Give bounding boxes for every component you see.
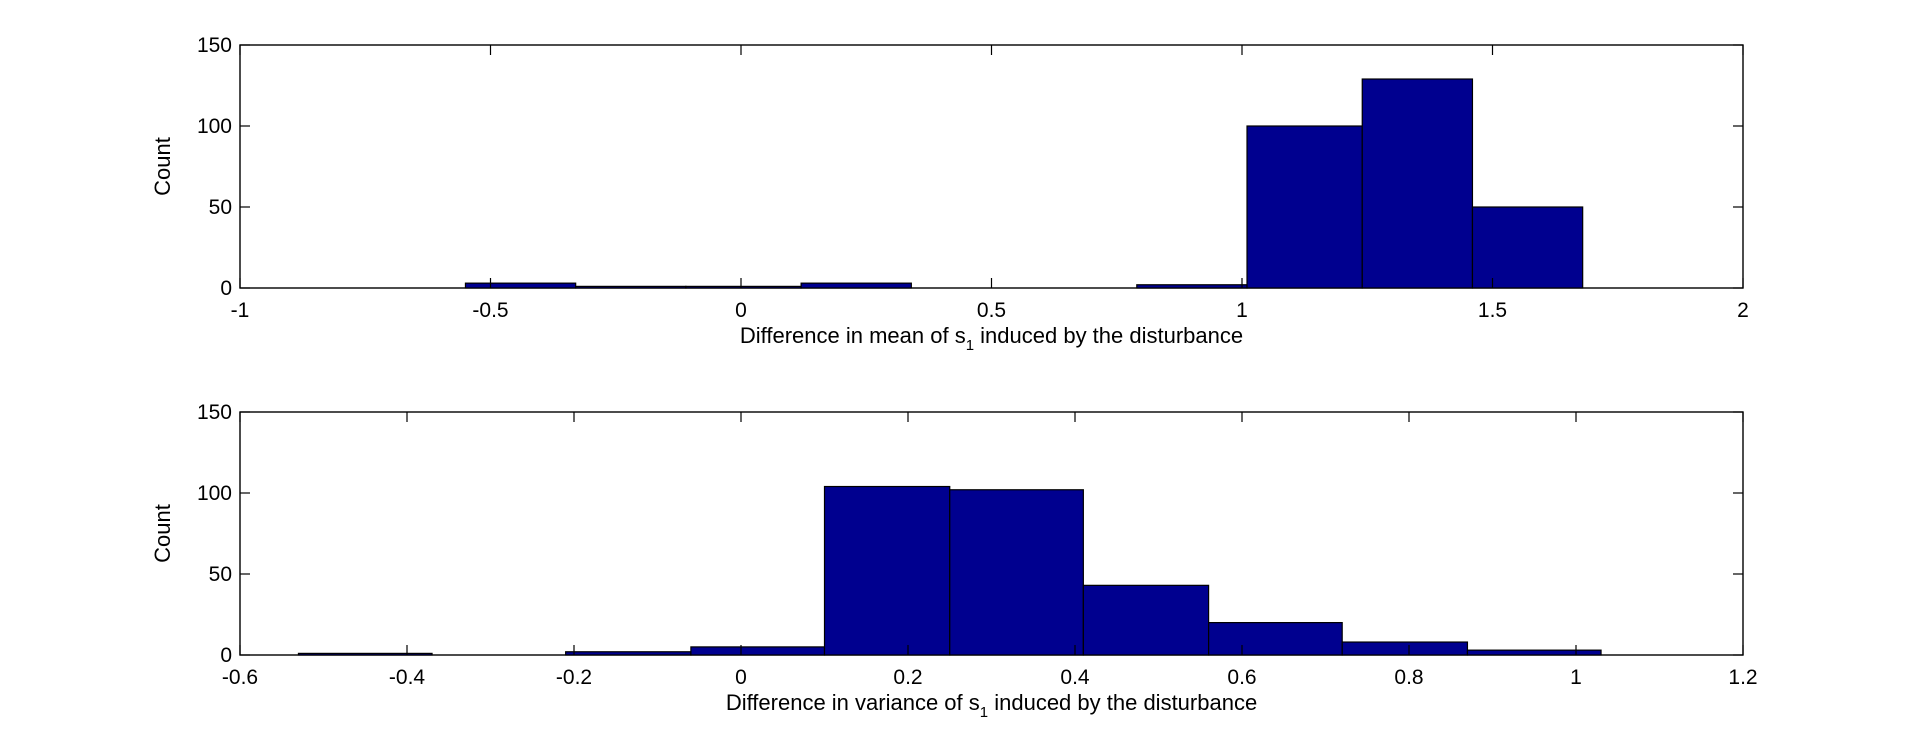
y-tick-label: 50 xyxy=(209,196,232,219)
y-tick-label: 150 xyxy=(197,34,232,57)
histogram-bar xyxy=(685,285,802,289)
histogram-bar xyxy=(464,282,577,289)
x-tick-label: 0.5 xyxy=(977,299,1006,322)
y-tick-label: 150 xyxy=(197,401,232,424)
x-tick-label: -0.4 xyxy=(389,666,426,689)
histogram-mean-difference: -1 -0.5 0 0.5 1 1.5 2 0 50 100 150 Difference in me… xyxy=(150,34,1749,354)
x-tick-label: 1 xyxy=(1236,299,1248,322)
x-tick-label: -0.5 xyxy=(472,299,508,322)
histogram-bar xyxy=(1207,621,1343,656)
histogram-bar xyxy=(297,652,433,656)
histogram-bar xyxy=(1082,584,1210,656)
histogram-variance-difference: -0.6 -0.4 -0.2 0 0.2 0.4 0.6 0.8 1 1.2 0 50 100 150 Di… xyxy=(150,401,1758,721)
x-tick-label: 0 xyxy=(735,299,747,322)
x-tick-label: 1 xyxy=(1570,666,1582,689)
histogram-bar xyxy=(575,285,687,289)
x-tick-label: 0.8 xyxy=(1394,666,1423,689)
x-tick-label: 0.4 xyxy=(1060,666,1090,689)
x-tick-label: 0.2 xyxy=(893,666,922,689)
y-tick-label: 0 xyxy=(220,644,232,667)
y-tick-label: 0 xyxy=(220,277,232,300)
histogram-bar xyxy=(949,489,1084,656)
x-tick-label: -0.2 xyxy=(556,666,592,689)
x-tick-label: -1 xyxy=(231,299,250,322)
x-tick-label: 1.2 xyxy=(1728,666,1757,689)
histogram-bar xyxy=(1341,641,1469,656)
y-tick-label: 50 xyxy=(209,563,232,586)
x-tick-label: -0.6 xyxy=(222,666,258,689)
x-axis-title: Difference in variance of s1 induced by … xyxy=(726,690,1257,721)
histogram-bar xyxy=(1361,78,1474,289)
histogram-bar xyxy=(823,485,951,656)
histogram-bar xyxy=(1466,649,1602,656)
histogram-bar xyxy=(565,651,692,656)
histogram-bar xyxy=(1136,284,1248,289)
y-axis-title: Count xyxy=(150,504,175,563)
histogram-bar xyxy=(690,646,826,656)
x-tick-label: 0 xyxy=(735,666,747,689)
y-tick-label: 100 xyxy=(197,115,232,138)
histogram-bar xyxy=(1471,206,1584,289)
x-tick-label: 0.6 xyxy=(1227,666,1256,689)
histogram-bar xyxy=(1246,125,1363,289)
x-tick-label: 2 xyxy=(1737,299,1749,322)
x-axis-title: Difference in mean of s1 induced by the … xyxy=(740,323,1243,354)
histogram-bar xyxy=(800,282,912,289)
y-axis-title: Count xyxy=(150,137,175,196)
x-tick-label: 1.5 xyxy=(1478,299,1507,322)
y-tick-label: 100 xyxy=(197,482,232,505)
